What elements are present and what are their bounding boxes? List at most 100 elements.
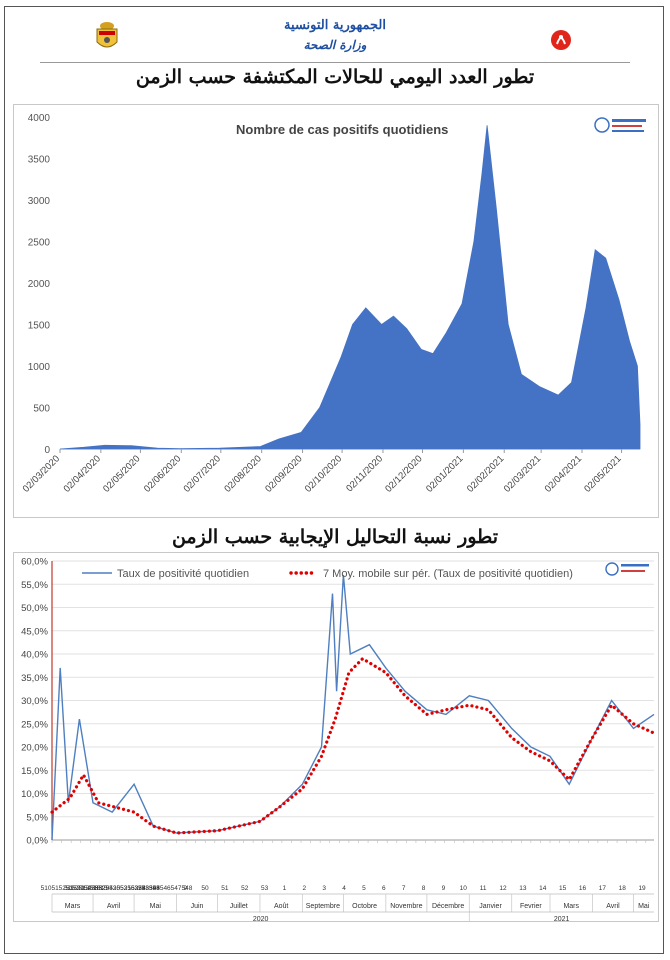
ministry-health-logo-icon xyxy=(551,30,571,50)
moving-average-dots xyxy=(50,656,656,835)
x-tick-label: 02/03/2021 xyxy=(502,453,543,494)
daily-cases-area xyxy=(59,125,641,450)
week-number-label: 515251351815 xyxy=(64,885,108,892)
week-number-label: 12 xyxy=(499,885,507,892)
y-tick-label: 0,0% xyxy=(26,836,48,847)
week-number-label: 6 xyxy=(382,885,386,892)
header-divider xyxy=(40,62,630,63)
y-tick-label: 40,0% xyxy=(21,650,48,661)
week-number-label: 50 xyxy=(201,885,209,892)
y-tick-label: 30,0% xyxy=(21,696,48,707)
week-number-label: 15 xyxy=(559,885,567,892)
week-number-label: 17 xyxy=(599,885,607,892)
y-tick-label: 15,0% xyxy=(21,766,48,777)
week-number-label: 53 xyxy=(261,885,269,892)
week-number-label: 543545546547548 xyxy=(138,885,193,892)
y-tick-label: 50,0% xyxy=(21,603,48,614)
week-number-label: 7 xyxy=(402,885,406,892)
week-number-label: 51051525353054 xyxy=(41,885,92,892)
x-tick-label: 02/12/2020 xyxy=(383,453,424,494)
x-tick-label: 02/01/2021 xyxy=(424,453,465,494)
chart2-panel: 0,0% 5,0% 10,0% 15,0% 20,0% 25,0% 30,0% 35,0% 40… xyxy=(13,552,659,924)
year-label: 2020 xyxy=(253,916,269,921)
week-number-label: 10 xyxy=(460,885,468,892)
month-label: Mars xyxy=(563,903,579,910)
y-tick-label: 25,0% xyxy=(21,719,48,730)
month-label: Novembre xyxy=(390,903,422,910)
y-tick-label: 35,0% xyxy=(21,673,48,684)
week-number-label: 16 xyxy=(579,885,587,892)
week-number-label: 1 xyxy=(283,885,287,892)
year-label: 2021 xyxy=(554,916,570,921)
chart1-arabic-title: تطور العدد اليومي للحالات المكتشفة حسب ا… xyxy=(135,66,535,88)
tunisia-coat-of-arms-icon xyxy=(96,22,118,48)
page-frame xyxy=(4,6,664,954)
month-label: Juillet xyxy=(230,903,248,910)
week-number-label: 4 xyxy=(342,885,346,892)
x-tick-label: 02/08/2020 xyxy=(222,453,263,494)
daily-cases-chart: Nombre de cas positifs quotidiens 0 500 100… xyxy=(21,113,646,495)
y-tick-label: 0 xyxy=(44,445,50,456)
week-number-label: 13 xyxy=(519,885,527,892)
week-number-label: 53738394 xyxy=(131,885,160,892)
week-number-label: 2 xyxy=(303,885,307,892)
month-label: Mars xyxy=(65,903,81,910)
observatory-logo-icon xyxy=(605,562,649,576)
x-tick-label: 02/04/2020 xyxy=(62,453,103,494)
positivity-rate-chart: 0,0% 5,0% 10,0% 15,0% 20,0% 25,0% 30,0% 35,0% 40… xyxy=(21,557,656,924)
y-tick-label: 1500 xyxy=(28,321,51,332)
x-tick-label: 02/07/2020 xyxy=(182,453,223,494)
legend-label-moving-average: 7 Moy. mobile sur pér. (Taux de positivi… xyxy=(323,568,573,580)
month-label: Décembre xyxy=(432,903,464,910)
y-tick-label: 3000 xyxy=(28,196,51,207)
legend-label-daily: Taux de positivité quotidien xyxy=(117,568,249,580)
x-tick-label: 02/05/2021 xyxy=(582,453,623,494)
y-tick-label: 4000 xyxy=(28,113,51,124)
month-label: Fevrier xyxy=(520,903,542,910)
chart1-title: Nombre de cas positifs quotidiens xyxy=(236,122,448,137)
week-number-label: 19 xyxy=(638,885,646,892)
x-tick-label: 02/09/2020 xyxy=(263,453,304,494)
week-number-label: 5852953053153253353 xyxy=(91,885,160,892)
week-number-label: 8 xyxy=(422,885,426,892)
week-number-label: 52 xyxy=(241,885,249,892)
week-number-label: 5152152253254255256257 xyxy=(66,885,146,892)
ministry-line-2: وزارة الصحة xyxy=(303,38,367,52)
positivity-line xyxy=(51,574,655,841)
week-number-label: 9 xyxy=(183,885,187,892)
month-label: Septembre xyxy=(306,903,340,910)
chart2-arabic-title: تطور نسبة التحاليل الإيجابية حسب الزمن xyxy=(171,526,499,548)
legend: Taux de positivité quotidien 7 Moy. mobil… xyxy=(82,568,573,580)
x-tick-label: 02/02/2021 xyxy=(465,453,506,494)
y-tick-label: 60,0% xyxy=(21,557,48,568)
y-tick-label: 20,0% xyxy=(21,743,48,754)
week-number-label: 51 xyxy=(221,885,229,892)
x-tick-label: 02/11/2020 xyxy=(344,453,385,494)
y-tick-label: 1000 xyxy=(28,362,51,373)
chart1-panel: Nombre de cas positifs quotidiens 0 500 100… xyxy=(13,104,659,518)
week-number-label: 11 xyxy=(480,885,487,892)
month-label: Août xyxy=(274,903,288,910)
week-number-label: 9 xyxy=(442,885,446,892)
month-label: Octobre xyxy=(352,903,377,910)
y-tick-label: 10,0% xyxy=(21,789,48,800)
x-tick-label: 02/10/2020 xyxy=(303,453,344,494)
week-number-label: 18 xyxy=(619,885,627,892)
ministry-line-1: الجمهورية التونسية xyxy=(284,18,386,33)
month-label: Avril xyxy=(606,903,620,910)
x-tick-label: 02/04/2021 xyxy=(543,453,584,494)
y-tick-label: 45,0% xyxy=(21,626,48,637)
y-tick-label: 3500 xyxy=(28,155,51,166)
month-label: Juin xyxy=(191,903,204,910)
y-tick-label: 2000 xyxy=(28,279,51,290)
month-label: Avril xyxy=(107,903,121,910)
month-label: Mai xyxy=(638,903,650,910)
x-tick-label: 02/06/2020 xyxy=(142,453,183,494)
x-tick-label: 02/03/2020 xyxy=(21,453,62,494)
month-label: Mai xyxy=(150,903,162,910)
y-tick-label: 5,0% xyxy=(26,812,48,823)
week-number-label: 3 xyxy=(322,885,326,892)
y-tick-label: 500 xyxy=(33,404,50,415)
observatory-logo-icon xyxy=(594,117,646,133)
y-tick-label: 2500 xyxy=(28,238,51,249)
